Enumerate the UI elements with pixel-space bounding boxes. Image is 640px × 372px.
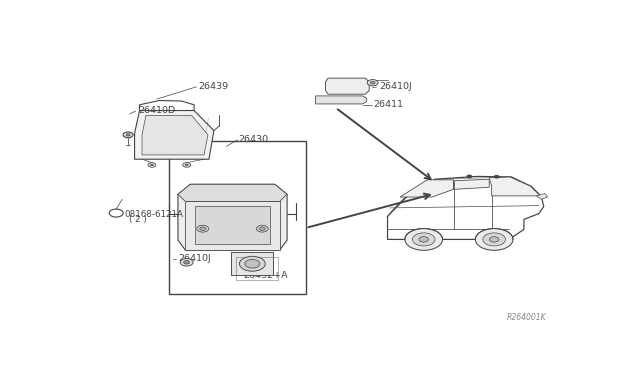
Circle shape — [483, 233, 506, 246]
Circle shape — [370, 81, 375, 84]
Circle shape — [148, 163, 156, 167]
Bar — [231, 252, 273, 275]
Circle shape — [239, 256, 265, 271]
Polygon shape — [178, 184, 287, 202]
Circle shape — [259, 227, 265, 230]
Polygon shape — [326, 78, 369, 94]
Text: 26439: 26439 — [198, 82, 228, 91]
Circle shape — [184, 261, 189, 264]
Text: 08168-6121A: 08168-6121A — [125, 210, 184, 219]
Text: 26410J: 26410J — [178, 254, 211, 263]
Polygon shape — [316, 96, 367, 104]
Circle shape — [412, 233, 435, 246]
Text: S: S — [113, 209, 119, 218]
Circle shape — [257, 225, 268, 232]
Circle shape — [467, 175, 472, 178]
Polygon shape — [489, 177, 540, 196]
Circle shape — [123, 132, 133, 138]
Circle shape — [180, 259, 193, 266]
Text: ( 2 ): ( 2 ) — [129, 215, 147, 224]
Polygon shape — [536, 193, 548, 199]
Polygon shape — [388, 176, 544, 240]
Circle shape — [476, 228, 513, 250]
Circle shape — [182, 163, 191, 167]
Text: 26410D: 26410D — [138, 106, 176, 115]
Text: R264001K: R264001K — [507, 313, 547, 322]
Bar — [236, 257, 278, 279]
Polygon shape — [142, 115, 208, 155]
Circle shape — [490, 237, 499, 242]
Polygon shape — [134, 110, 214, 159]
Bar — [169, 141, 306, 294]
Text: 26432+A: 26432+A — [244, 271, 288, 280]
Circle shape — [367, 80, 378, 86]
Text: 26410J: 26410J — [379, 82, 412, 91]
Circle shape — [245, 260, 260, 268]
Text: 26430: 26430 — [239, 135, 269, 144]
Polygon shape — [186, 202, 280, 250]
Circle shape — [200, 227, 205, 230]
Circle shape — [185, 164, 188, 166]
Text: 26411: 26411 — [374, 100, 404, 109]
Polygon shape — [178, 184, 287, 250]
Circle shape — [419, 237, 428, 242]
Polygon shape — [195, 206, 269, 244]
Text: 26432: 26432 — [240, 264, 270, 273]
Circle shape — [126, 134, 130, 136]
Circle shape — [109, 209, 123, 217]
Polygon shape — [400, 180, 454, 197]
Circle shape — [494, 175, 499, 178]
Circle shape — [150, 164, 154, 166]
Circle shape — [197, 225, 209, 232]
Polygon shape — [454, 179, 489, 189]
Circle shape — [405, 228, 443, 250]
